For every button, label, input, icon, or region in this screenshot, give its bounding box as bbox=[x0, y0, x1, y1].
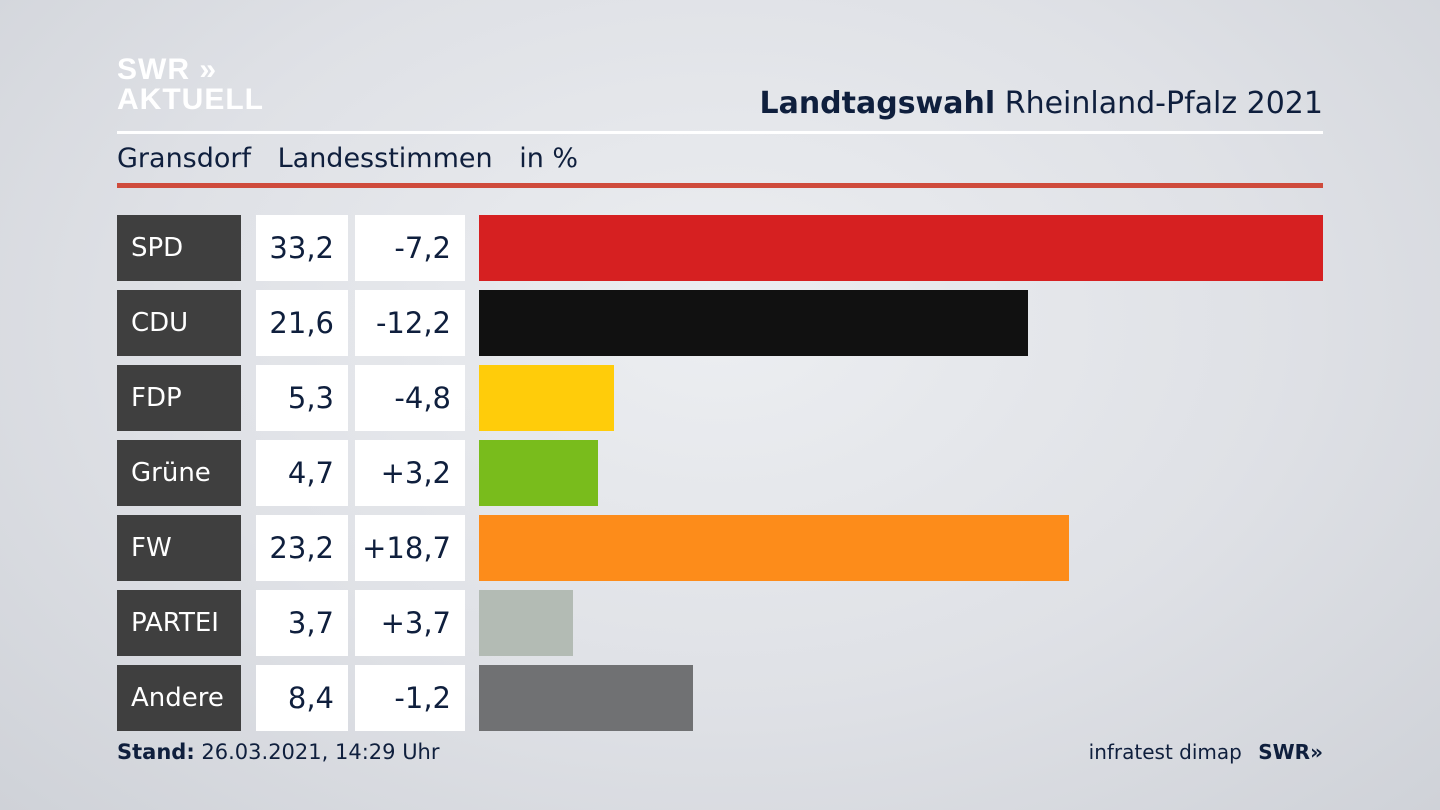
bar bbox=[479, 215, 1323, 281]
swr-aktuell-logo: SWR » AKTUELL bbox=[117, 55, 264, 115]
vote-share-label: 3,7 bbox=[256, 590, 348, 656]
party-label: FW bbox=[117, 515, 241, 581]
chart-title: Landtagswahl Rheinland-Pfalz 2021 bbox=[759, 86, 1323, 121]
vote-change-label: +3,2 bbox=[355, 440, 465, 506]
party-label: Andere bbox=[117, 665, 241, 731]
party-label: CDU bbox=[117, 290, 241, 356]
chart-title-bold: Landtagswahl bbox=[759, 86, 996, 121]
party-label: PARTEI bbox=[117, 590, 241, 656]
subtitle-divider bbox=[117, 183, 1323, 188]
vote-change-label: +3,7 bbox=[355, 590, 465, 656]
bar bbox=[479, 440, 598, 506]
bar bbox=[479, 515, 1069, 581]
result-row: PARTEI 3,7 +3,7 bbox=[117, 590, 1323, 656]
party-label: SPD bbox=[117, 215, 241, 281]
vote-share-label: 8,4 bbox=[256, 665, 348, 731]
vote-change-label: +18,7 bbox=[355, 515, 465, 581]
vote-change-label: -7,2 bbox=[355, 215, 465, 281]
source-credit: infratest dimap SWR» bbox=[1089, 740, 1323, 764]
vote-change-label: -4,8 bbox=[355, 365, 465, 431]
vote-change-label: -12,2 bbox=[355, 290, 465, 356]
bar bbox=[479, 590, 573, 656]
source-brand: SWR» bbox=[1258, 740, 1323, 764]
logo-line-2: AKTUELL bbox=[117, 83, 264, 116]
source-name: infratest dimap bbox=[1088, 740, 1242, 764]
logo-line-1: SWR » bbox=[117, 53, 218, 86]
subtitle-place: Gransdorf bbox=[117, 143, 252, 174]
party-label: Grüne bbox=[117, 440, 241, 506]
result-row: SPD 33,2 -7,2 bbox=[117, 215, 1323, 281]
subtitle-unit: in % bbox=[519, 143, 579, 174]
vote-share-label: 21,6 bbox=[256, 290, 348, 356]
subtitle-measure: Landesstimmen bbox=[277, 143, 493, 174]
title-divider bbox=[117, 131, 1323, 134]
result-row: Grüne 4,7 +3,2 bbox=[117, 440, 1323, 506]
party-label: FDP bbox=[117, 365, 241, 431]
chart-subtitle: Gransdorf Landesstimmen in % bbox=[117, 143, 596, 174]
vote-share-label: 5,3 bbox=[256, 365, 348, 431]
timestamp-value: 26.03.2021, 14:29 Uhr bbox=[201, 740, 440, 764]
bar bbox=[479, 290, 1028, 356]
result-row: FDP 5,3 -4,8 bbox=[117, 365, 1323, 431]
timestamp: Stand: 26.03.2021, 14:29 Uhr bbox=[117, 740, 440, 764]
timestamp-label: Stand: bbox=[117, 740, 195, 764]
vote-share-label: 23,2 bbox=[256, 515, 348, 581]
vote-share-label: 4,7 bbox=[256, 440, 348, 506]
result-row: FW 23,2 +18,7 bbox=[117, 515, 1323, 581]
bar bbox=[479, 365, 614, 431]
chart-title-rest: Rheinland-Pfalz 2021 bbox=[1004, 86, 1323, 121]
vote-change-label: -1,2 bbox=[355, 665, 465, 731]
vote-share-label: 33,2 bbox=[256, 215, 348, 281]
bar bbox=[479, 665, 693, 731]
result-row: Andere 8,4 -1,2 bbox=[117, 665, 1323, 731]
result-row: CDU 21,6 -12,2 bbox=[117, 290, 1323, 356]
